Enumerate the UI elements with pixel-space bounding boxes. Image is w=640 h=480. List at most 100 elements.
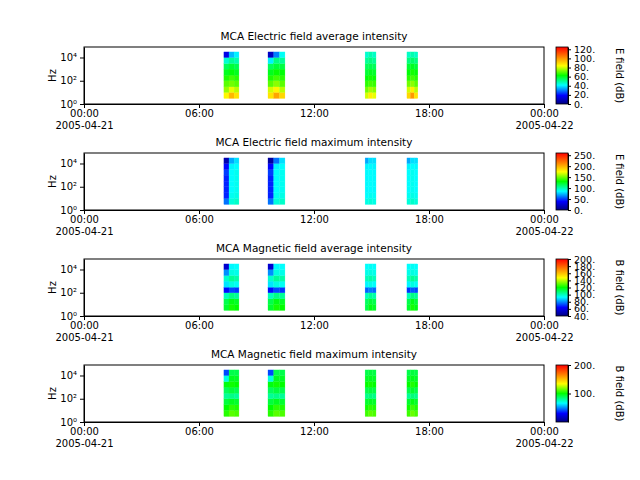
cell — [365, 304, 369, 310]
x-tick-line: 00:00 — [70, 108, 99, 119]
x-tick: 06:00 — [185, 316, 214, 331]
cell — [414, 181, 418, 187]
cell — [234, 304, 239, 310]
cell — [274, 410, 280, 416]
cell — [229, 370, 234, 376]
cell — [224, 269, 229, 275]
x-tick: 18:00 — [415, 104, 444, 119]
cell — [229, 264, 234, 270]
cell — [410, 281, 414, 287]
y-tick: 10² — [60, 181, 84, 192]
y-tick-label: 10⁴ — [60, 370, 77, 381]
colorbar-tick-mark — [568, 309, 571, 310]
y-tick-label: 10⁴ — [60, 158, 77, 169]
cell — [274, 281, 280, 287]
cell — [274, 370, 280, 376]
cell — [410, 92, 414, 98]
cell — [274, 92, 280, 98]
x-tick-line: 2005-04-21 — [55, 226, 113, 237]
cell — [372, 370, 376, 376]
cell — [234, 393, 239, 399]
cell — [280, 269, 285, 275]
cell — [274, 393, 280, 399]
cell — [369, 64, 373, 70]
cell — [365, 193, 369, 199]
cells — [224, 264, 418, 311]
colorbar-tick-label: 250. — [574, 150, 595, 161]
cell — [224, 370, 229, 376]
y-axis-title: Hz — [47, 387, 58, 400]
cell — [224, 187, 229, 193]
cell — [407, 375, 411, 381]
cell — [410, 370, 414, 376]
cell — [369, 69, 373, 75]
colorbar-tick-label: 200. — [574, 360, 595, 371]
cell — [410, 181, 414, 187]
cell — [372, 387, 376, 393]
cell — [280, 193, 285, 199]
colorbar-tick: 150. — [568, 172, 595, 183]
y-axis: 10⁰10²10⁴ — [60, 366, 84, 428]
y-tick-label: 10² — [60, 287, 77, 298]
x-tick-line: 2005-04-22 — [515, 332, 573, 343]
cell — [234, 81, 239, 87]
cell — [224, 287, 229, 293]
y-tick-label: 10² — [60, 75, 77, 86]
x-tick-label: 12:00 — [300, 214, 329, 225]
cell — [224, 375, 229, 381]
x-tick-line: 18:00 — [415, 426, 444, 437]
cell — [234, 163, 239, 169]
cell — [234, 181, 239, 187]
y-axis-title: Hz — [47, 281, 58, 294]
cell — [224, 92, 229, 98]
cell — [234, 158, 239, 164]
cell — [229, 410, 234, 416]
x-axis: 00:002005-04-2106:0012:0018:0000:002005-… — [55, 104, 573, 131]
cell — [414, 370, 418, 376]
cell — [407, 276, 411, 282]
cell — [414, 281, 418, 287]
cells — [224, 52, 418, 99]
cell — [229, 158, 234, 164]
cell — [410, 198, 414, 204]
cell — [280, 69, 285, 75]
cell — [372, 81, 376, 87]
cell — [229, 269, 234, 275]
cell — [229, 281, 234, 287]
cell — [365, 370, 369, 376]
x-tick: 12:00 — [300, 316, 329, 331]
cell — [414, 193, 418, 199]
cell — [280, 370, 285, 376]
x-tick-line: 18:00 — [415, 214, 444, 225]
cell — [224, 64, 229, 70]
cell — [229, 193, 234, 199]
x-tick-line: 2005-04-22 — [515, 438, 573, 449]
cell — [234, 375, 239, 381]
y-tick-label: 10² — [60, 393, 77, 404]
cell — [410, 375, 414, 381]
cell — [414, 75, 418, 81]
cell — [274, 293, 280, 299]
cell — [224, 293, 229, 299]
cell — [280, 405, 285, 411]
cell — [369, 75, 373, 81]
cell — [280, 64, 285, 70]
colorbar-tick-mark — [568, 166, 571, 167]
colorbar-tick-label: 100. — [574, 388, 595, 399]
cell — [224, 87, 229, 93]
cell — [372, 264, 376, 270]
cell — [372, 299, 376, 305]
cell — [369, 87, 373, 93]
cell — [274, 57, 280, 63]
cell — [407, 57, 411, 63]
cell — [372, 287, 376, 293]
cell — [369, 299, 373, 305]
x-tick: 00:002005-04-22 — [515, 104, 573, 131]
y-tick-label: 10⁴ — [60, 52, 77, 63]
cell — [365, 57, 369, 63]
cell — [234, 52, 239, 58]
colorbar-tick: 250. — [568, 150, 595, 161]
cell — [407, 163, 411, 169]
cell — [280, 81, 285, 87]
x-tick-label: 06:00 — [185, 108, 214, 119]
